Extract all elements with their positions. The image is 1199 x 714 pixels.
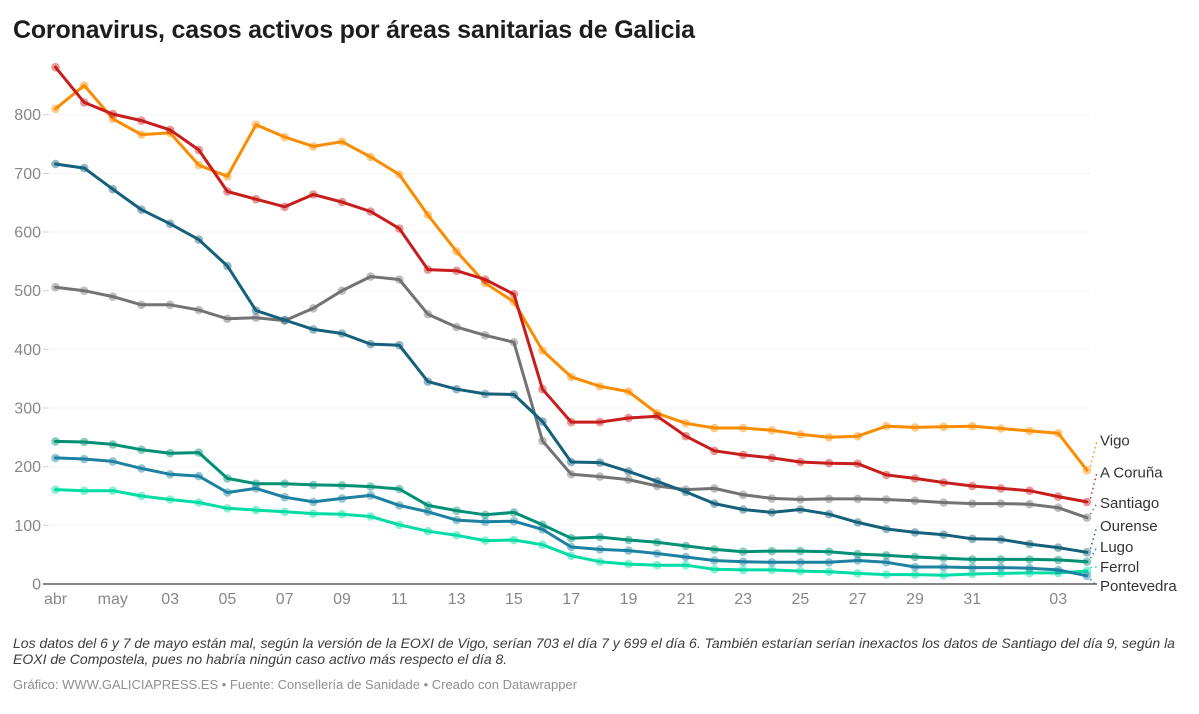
svg-text:abr: abr [44, 591, 68, 608]
svg-text:19: 19 [620, 591, 638, 608]
svg-text:Pontevedra: Pontevedra [1100, 578, 1177, 595]
svg-text:03: 03 [161, 591, 179, 608]
svg-text:21: 21 [677, 591, 695, 608]
svg-text:Vigo: Vigo [1100, 433, 1130, 450]
svg-text:0: 0 [32, 577, 41, 594]
svg-text:Ourense: Ourense [1100, 518, 1158, 535]
svg-text:A Coruña: A Coruña [1100, 465, 1163, 482]
svg-text:300: 300 [14, 401, 41, 418]
svg-text:600: 600 [14, 225, 41, 242]
svg-text:03: 03 [1049, 591, 1067, 608]
svg-text:17: 17 [562, 591, 580, 608]
svg-text:13: 13 [448, 591, 466, 608]
svg-text:29: 29 [906, 591, 924, 608]
svg-text:800: 800 [14, 107, 41, 124]
svg-text:Lugo: Lugo [1100, 539, 1133, 556]
svg-text:23: 23 [734, 591, 752, 608]
svg-text:Ferrol: Ferrol [1100, 559, 1139, 576]
svg-text:27: 27 [849, 591, 867, 608]
svg-text:100: 100 [14, 518, 41, 535]
svg-text:may: may [98, 591, 128, 608]
svg-text:05: 05 [219, 591, 237, 608]
svg-text:200: 200 [14, 459, 41, 476]
svg-text:15: 15 [505, 591, 523, 608]
svg-text:Santiago: Santiago [1100, 495, 1159, 512]
svg-text:09: 09 [333, 591, 351, 608]
svg-text:400: 400 [14, 342, 41, 359]
svg-text:11: 11 [391, 591, 408, 608]
svg-text:31: 31 [963, 591, 981, 608]
svg-text:500: 500 [14, 283, 41, 300]
svg-text:07: 07 [276, 591, 294, 608]
svg-text:25: 25 [792, 591, 810, 608]
svg-text:700: 700 [14, 166, 41, 183]
